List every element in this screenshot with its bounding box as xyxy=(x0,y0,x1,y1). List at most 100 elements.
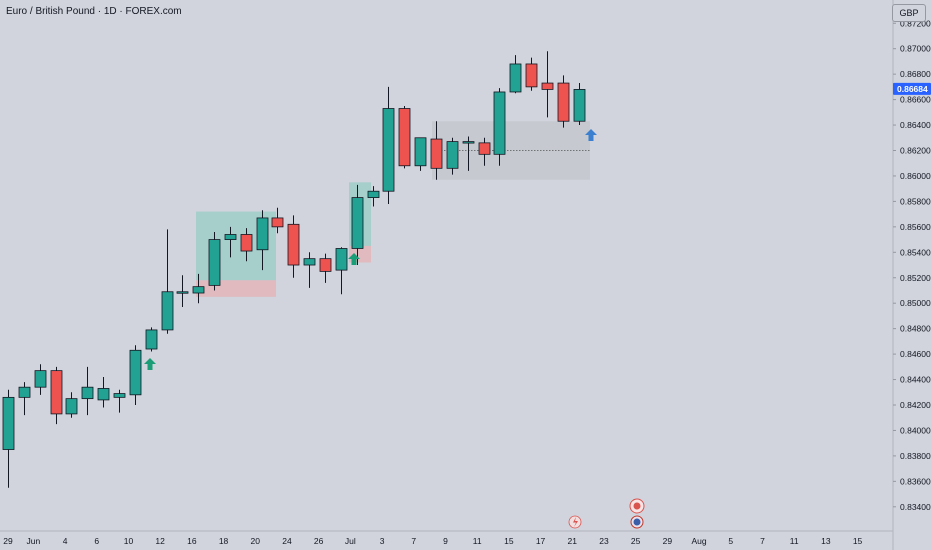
candle-body xyxy=(81,386,94,400)
price-tick-label: 0.83600 xyxy=(900,476,931,486)
candle xyxy=(303,252,316,288)
candle xyxy=(462,136,475,171)
date-tick-label: 20 xyxy=(251,536,261,546)
candle-body xyxy=(18,386,31,398)
price-tick-label: 0.86400 xyxy=(900,120,931,130)
candle-body xyxy=(240,234,253,252)
candle-body xyxy=(367,190,380,198)
candle-body xyxy=(446,141,459,169)
candle xyxy=(557,75,570,128)
buy-arrow-icon xyxy=(348,253,360,265)
date-tick-label: 29 xyxy=(3,536,13,546)
candle xyxy=(161,229,174,334)
candle xyxy=(113,389,126,413)
candle xyxy=(478,137,491,166)
buy-arrow-icon xyxy=(144,358,156,370)
date-tick-label: 23 xyxy=(599,536,609,546)
candle xyxy=(2,389,15,488)
candle xyxy=(271,207,284,234)
date-tick-label: 18 xyxy=(219,536,229,546)
candle xyxy=(50,366,63,425)
price-tick-label: 0.84200 xyxy=(900,400,931,410)
price-tick-label: 0.85400 xyxy=(900,247,931,257)
price-tick-label: 0.84800 xyxy=(900,324,931,334)
candle-body xyxy=(557,82,570,122)
date-tick-label: 7 xyxy=(760,536,765,546)
price-tick-label: 0.86200 xyxy=(900,146,931,156)
candle xyxy=(176,275,189,308)
date-tick-label: Jul xyxy=(345,536,356,546)
date-tick-label: 24 xyxy=(282,536,292,546)
price-tick-label: 0.87200 xyxy=(900,18,931,28)
current-price-badge xyxy=(893,82,931,95)
candle xyxy=(81,366,94,416)
news-flag-dot xyxy=(633,502,641,510)
candle xyxy=(382,86,395,204)
candle-body xyxy=(161,291,174,331)
candle-body xyxy=(398,108,411,167)
candle xyxy=(287,215,300,278)
candle xyxy=(240,228,253,262)
candle-body xyxy=(335,248,348,271)
candle-body xyxy=(129,349,142,396)
candle-body xyxy=(573,89,586,122)
long-position-stop-zone xyxy=(196,280,276,297)
price-tick-label: 0.86000 xyxy=(900,171,931,181)
candle xyxy=(18,382,31,416)
date-tick-label: 15 xyxy=(853,536,863,546)
candle xyxy=(97,377,110,408)
candle xyxy=(525,57,538,91)
candle-body xyxy=(493,91,506,155)
candle xyxy=(129,345,142,405)
candle-body xyxy=(50,370,63,415)
date-tick-label: 5 xyxy=(728,536,733,546)
date-tick-label: 29 xyxy=(663,536,673,546)
date-tick-label: 12 xyxy=(155,536,165,546)
date-tick-label: 17 xyxy=(536,536,546,546)
candle-body xyxy=(145,329,158,350)
candle xyxy=(192,273,205,304)
candle xyxy=(573,83,586,126)
price-tick-label: 0.83800 xyxy=(900,451,931,461)
date-tick-label: 11 xyxy=(790,536,799,546)
candle xyxy=(208,231,221,291)
date-tick-label: 13 xyxy=(821,536,831,546)
currency-selector[interactable]: GBP xyxy=(892,4,926,22)
candle xyxy=(446,137,459,175)
date-tick-label: 15 xyxy=(504,536,514,546)
date-tick-label: 21 xyxy=(568,536,578,546)
price-tick-label: 0.85200 xyxy=(900,273,931,283)
candle-body xyxy=(224,234,237,240)
date-tick-label: Jun xyxy=(27,536,41,546)
candle-body xyxy=(287,223,300,266)
candle-body xyxy=(414,137,427,167)
date-tick-label: 25 xyxy=(631,536,641,546)
candle xyxy=(430,121,443,180)
date-tick-label: 16 xyxy=(187,536,197,546)
price-tick-label: 0.84000 xyxy=(900,425,931,435)
candle-body xyxy=(430,138,443,169)
candle-body xyxy=(319,258,332,272)
candle xyxy=(541,51,554,118)
candle xyxy=(224,226,237,258)
candle-body xyxy=(541,82,554,90)
candle xyxy=(256,210,269,271)
candle-body xyxy=(462,141,475,144)
date-tick-label: 9 xyxy=(443,536,448,546)
candle-body xyxy=(208,239,221,286)
candle xyxy=(509,55,522,94)
price-tick-label: 0.87000 xyxy=(900,44,931,54)
candle-body xyxy=(256,217,269,251)
price-tick-label: 0.86800 xyxy=(900,69,931,79)
price-tick-label: 0.86600 xyxy=(900,95,931,105)
candle-body xyxy=(271,217,284,228)
candle xyxy=(335,247,348,295)
price-tick-label: 0.85000 xyxy=(900,298,931,308)
date-tick-label: 7 xyxy=(411,536,416,546)
dividend-flag-dot xyxy=(633,518,641,526)
price-tick-label: 0.83400 xyxy=(900,502,931,512)
candle xyxy=(351,184,364,266)
candle-body xyxy=(525,63,538,88)
date-tick-label: 26 xyxy=(314,536,324,546)
